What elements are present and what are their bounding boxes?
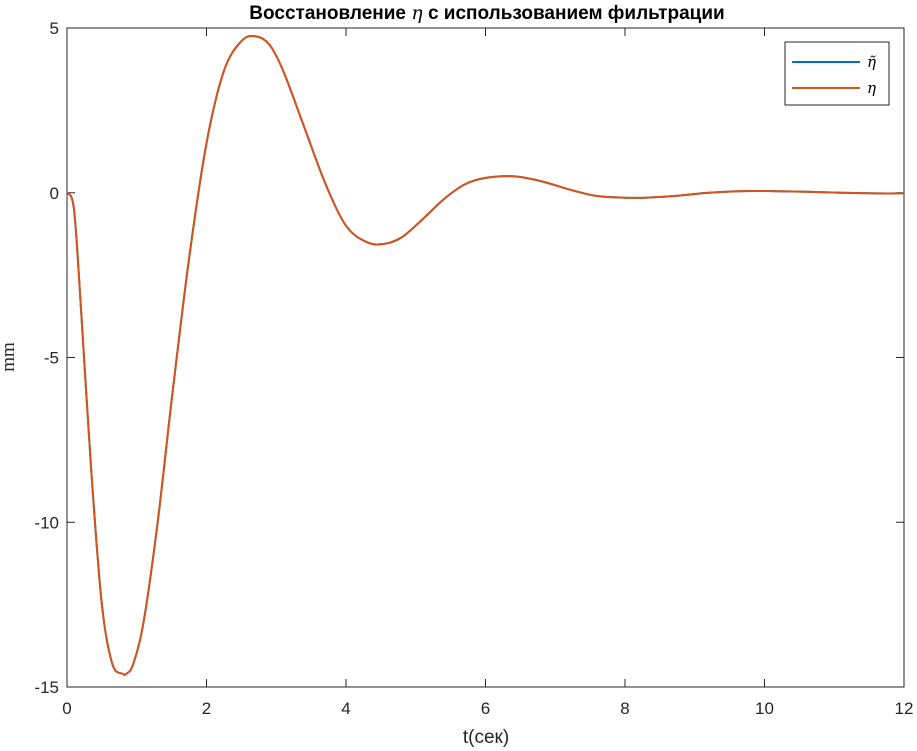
x-tick-label: 10 (755, 699, 774, 718)
y-tick-label: -15 (34, 678, 59, 697)
y-axis-label: mm (0, 342, 19, 372)
y-tick-label: 5 (50, 19, 59, 38)
legend-label-eta-tilde: η̃ (867, 53, 876, 71)
y-tick-label: -10 (34, 513, 59, 532)
legend: η̃ η (784, 41, 890, 106)
legend-box (784, 41, 890, 106)
x-tick-label: 8 (620, 699, 629, 718)
y-tick-label: -5 (44, 349, 59, 368)
x-tick-label: 0 (62, 699, 71, 718)
x-tick-label: 2 (202, 699, 211, 718)
axis-ticks: 0 2 4 6 8 10 12 -15 -10 -5 0 5 (34, 19, 913, 718)
legend-label-eta: η (867, 79, 876, 97)
series-line-eta (66, 34, 905, 677)
y-tick-label: 0 (50, 184, 59, 203)
x-tick-label: 12 (895, 699, 914, 718)
series-group (66, 34, 905, 677)
x-tick-label: 4 (341, 699, 350, 718)
x-axis-label: t(сек) (463, 727, 509, 748)
x-tick-label: 6 (481, 699, 490, 718)
chart-title: Восстановление η с использованием фильтр… (249, 2, 724, 24)
plot-area (66, 27, 905, 688)
